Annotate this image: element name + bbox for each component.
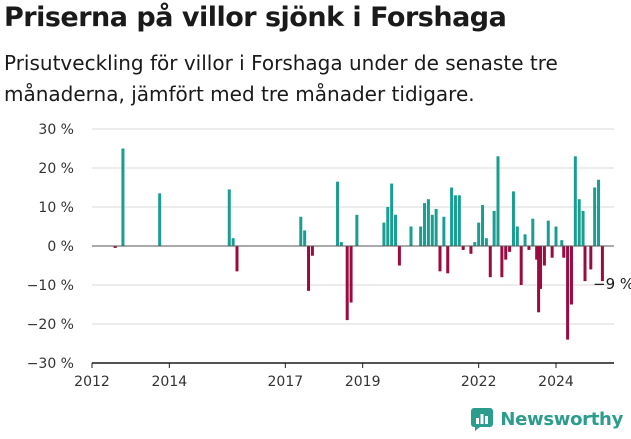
y-tick-label: 30 % xyxy=(38,122,74,138)
bar xyxy=(299,216,303,246)
x-tick-label: 2022 xyxy=(461,374,497,390)
y-tick-label: 10 % xyxy=(38,200,74,216)
bar xyxy=(562,246,566,258)
brand-logo: Newsworthy xyxy=(470,407,623,431)
bar xyxy=(382,222,386,246)
bar xyxy=(345,246,349,321)
bar xyxy=(349,246,353,303)
x-axis-ticks: 2012 2014 2017 2019 2022 2024 xyxy=(74,363,574,390)
bar xyxy=(535,246,539,260)
bar xyxy=(227,189,231,246)
bar xyxy=(158,193,162,246)
y-tick-label: 0 % xyxy=(47,239,74,255)
bar xyxy=(390,183,394,246)
bar xyxy=(121,148,125,246)
bar xyxy=(409,226,413,246)
bar xyxy=(519,246,523,285)
y-axis-ticks: 30 % 20 % 10 % 0 % −10 % −20 % −30 % xyxy=(27,122,74,372)
bar xyxy=(307,246,311,291)
x-tick-label: 2024 xyxy=(538,374,574,390)
bar xyxy=(492,210,496,246)
bar xyxy=(303,230,307,246)
newsworthy-logo-icon xyxy=(471,408,494,431)
bar xyxy=(473,242,477,246)
bar xyxy=(569,246,573,305)
bar xyxy=(442,216,446,246)
bar xyxy=(550,246,554,258)
bar xyxy=(589,246,593,270)
bar xyxy=(339,242,343,246)
bar xyxy=(231,238,235,246)
latest-value-annotation: −9 % xyxy=(593,275,631,293)
bar xyxy=(113,246,117,248)
bar xyxy=(461,246,465,250)
bar xyxy=(423,203,427,246)
bar xyxy=(477,222,481,246)
bar-series xyxy=(113,148,604,340)
bar xyxy=(508,246,512,252)
grid-lines xyxy=(92,128,614,325)
bar xyxy=(597,179,601,246)
bar xyxy=(235,246,239,272)
bar xyxy=(397,246,401,266)
bar xyxy=(481,205,485,246)
bar xyxy=(573,156,577,246)
bar xyxy=(500,246,504,278)
bar xyxy=(600,246,604,282)
bar xyxy=(426,199,430,246)
x-tick-label: 2012 xyxy=(74,374,110,390)
bar xyxy=(434,208,438,246)
bar xyxy=(430,214,434,246)
bar xyxy=(446,246,450,274)
bar xyxy=(438,246,442,272)
bar xyxy=(336,181,340,246)
brand-name: Newsworthy xyxy=(500,408,623,430)
bar xyxy=(537,246,541,313)
bar xyxy=(394,214,398,246)
bar xyxy=(515,226,519,246)
bar xyxy=(504,246,508,260)
bar xyxy=(457,195,461,246)
bar xyxy=(554,226,558,246)
bar xyxy=(419,226,423,246)
chart-title: Priserna på villor sjönk i Forshaga xyxy=(4,2,507,33)
x-tick-label: 2019 xyxy=(345,374,381,390)
bar xyxy=(583,246,587,282)
bar xyxy=(577,199,581,246)
x-tick-label: 2014 xyxy=(152,374,188,390)
bar xyxy=(496,156,500,246)
bar xyxy=(450,187,454,246)
bar xyxy=(560,240,564,246)
bar xyxy=(355,214,359,246)
bar xyxy=(469,246,473,254)
bar xyxy=(581,210,585,246)
bar xyxy=(310,246,314,256)
bar xyxy=(527,246,531,250)
bar xyxy=(484,238,488,246)
bar xyxy=(542,246,546,266)
bar xyxy=(593,187,597,246)
chart-subtitle: Prisutveckling för villor i Forshaga und… xyxy=(4,51,558,106)
y-tick-label: 20 % xyxy=(38,161,74,177)
y-tick-label: −20 % xyxy=(27,317,74,333)
bar xyxy=(531,218,535,246)
bar xyxy=(488,246,492,278)
bar xyxy=(386,207,390,246)
bar xyxy=(453,195,457,246)
y-tick-label: −30 % xyxy=(27,356,74,372)
y-tick-label: −10 % xyxy=(27,278,74,294)
bar xyxy=(546,220,550,246)
bar xyxy=(539,246,543,289)
bar xyxy=(566,246,570,340)
bar xyxy=(523,234,527,246)
bar xyxy=(511,191,515,246)
x-tick-label: 2017 xyxy=(268,374,304,390)
